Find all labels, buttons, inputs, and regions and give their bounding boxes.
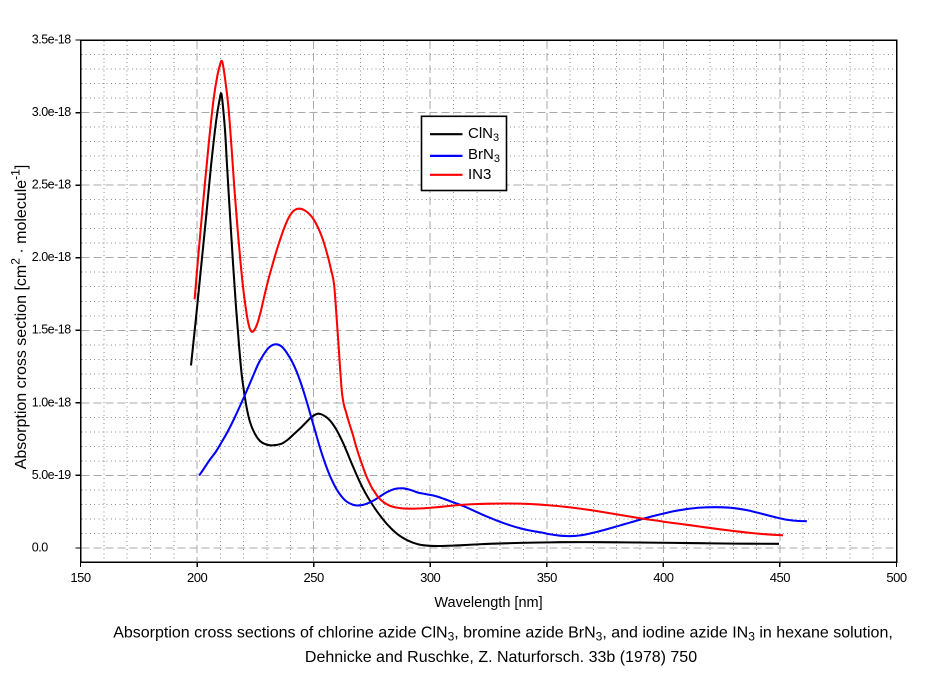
svg-text:5.0e-19: 5.0e-19 [32, 468, 71, 482]
svg-text:0.0: 0.0 [32, 540, 48, 554]
svg-text:300: 300 [420, 570, 440, 585]
svg-text:250: 250 [303, 570, 323, 585]
svg-text:3.5e-18: 3.5e-18 [32, 32, 71, 46]
svg-text:Dehnicke and Ruschke, Z. Natur: Dehnicke and Ruschke, Z. Naturforsch. 33… [305, 649, 697, 666]
svg-text:450: 450 [770, 570, 790, 585]
svg-text:350: 350 [537, 570, 557, 585]
svg-text:1.5e-18: 1.5e-18 [32, 323, 71, 337]
svg-text:400: 400 [653, 570, 673, 585]
svg-text:IN3: IN3 [468, 166, 491, 183]
svg-text:1.0e-18: 1.0e-18 [32, 395, 71, 409]
svg-text:2.0e-18: 2.0e-18 [32, 250, 71, 264]
svg-text:150: 150 [70, 570, 90, 585]
svg-text:Wavelength [nm]: Wavelength [nm] [434, 595, 542, 611]
svg-text:Absorption cross sections of c: Absorption cross sections of chlorine az… [113, 624, 893, 643]
svg-text:BrN3: BrN3 [468, 146, 500, 165]
svg-text:2.5e-18: 2.5e-18 [32, 178, 71, 192]
svg-text:3.0e-18: 3.0e-18 [32, 105, 71, 119]
svg-text:ClN3: ClN3 [468, 125, 499, 144]
svg-text:Absorption cross section [cm2: Absorption cross section [cm2 · molecule… [9, 165, 31, 470]
svg-text:500: 500 [886, 570, 906, 585]
svg-text:200: 200 [187, 570, 207, 585]
